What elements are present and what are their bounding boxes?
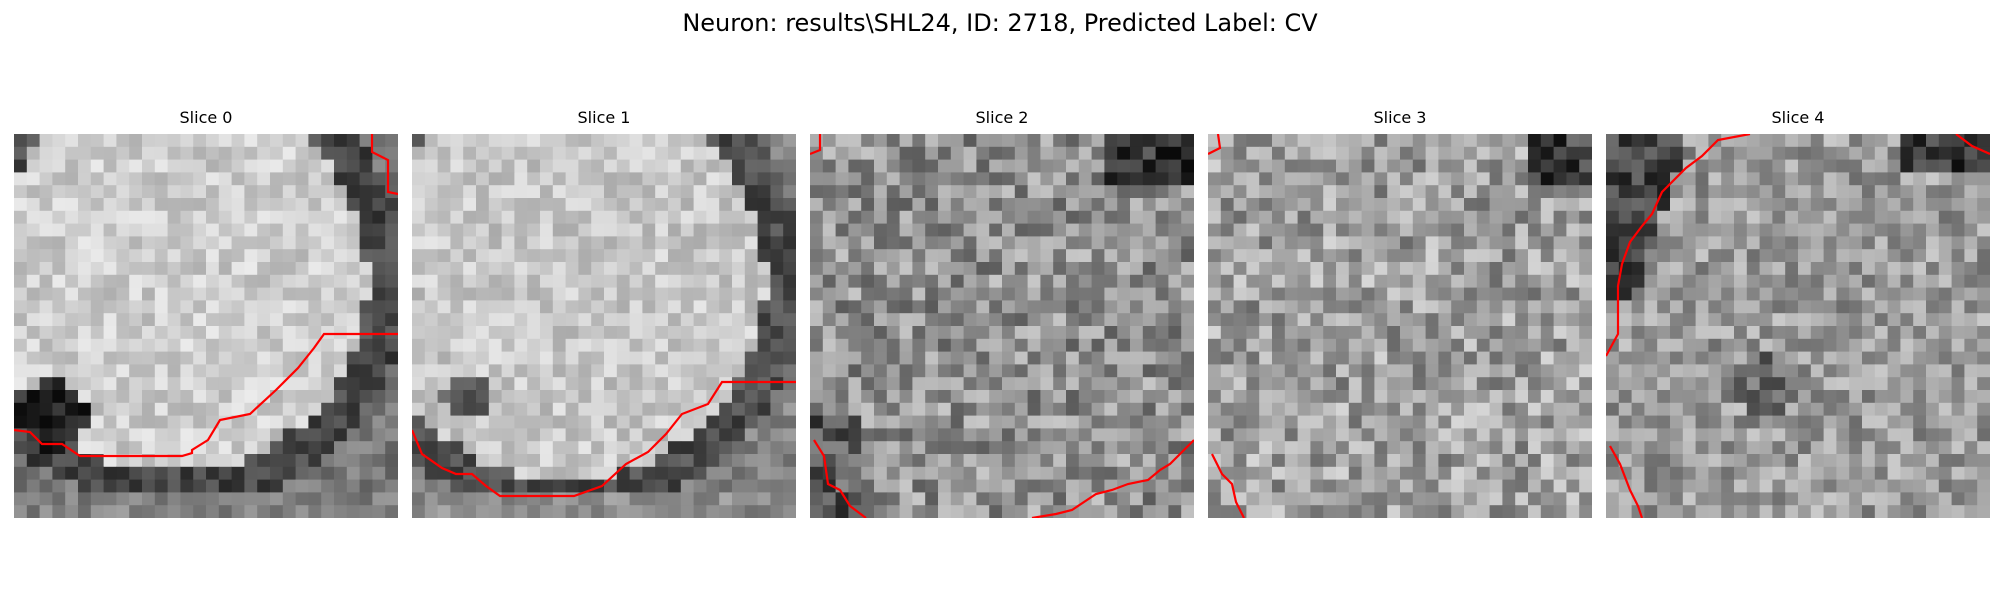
contour-line — [1208, 134, 1222, 155]
contour-line — [370, 134, 398, 196]
slice-image-2 — [810, 134, 1194, 518]
contour-line — [813, 439, 867, 518]
slice-panel-4: Slice 4 — [1606, 108, 1990, 528]
slice-title-1: Slice 1 — [577, 108, 631, 127]
figure-title: Neuron: results\SHL24, ID: 2718, Predict… — [682, 9, 1318, 37]
slice-image-4 — [1606, 134, 1990, 518]
slice-title-4: Slice 4 — [1771, 108, 1825, 127]
slice-title-3: Slice 3 — [1373, 108, 1427, 127]
contour-line — [1606, 134, 1751, 357]
contour-line — [14, 332, 398, 458]
contour-line — [412, 380, 796, 498]
slice-panel-3: Slice 3 — [1208, 108, 1592, 528]
slice-panel-2: Slice 2 — [810, 108, 1194, 528]
contour-line — [1955, 134, 1990, 156]
slice-image-3 — [1208, 134, 1592, 518]
contour-line — [1031, 439, 1194, 518]
contour-line — [1609, 445, 1644, 518]
slice-title-2: Slice 2 — [975, 108, 1029, 127]
contour-line — [1211, 453, 1245, 518]
slice-panel-1: Slice 1 — [412, 108, 796, 528]
slice-image-1 — [412, 134, 796, 518]
contour-line — [810, 134, 822, 156]
slice-panel-0: Slice 0 — [14, 108, 398, 528]
slice-image-0 — [14, 134, 398, 518]
slice-title-0: Slice 0 — [179, 108, 233, 127]
